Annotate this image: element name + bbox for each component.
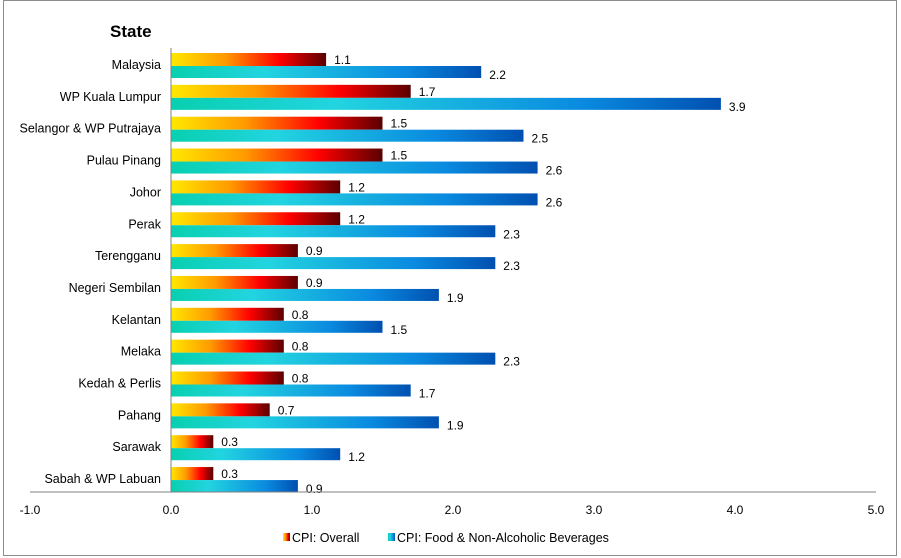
bar-cpi-food [171, 129, 524, 142]
bar-cpi-food [171, 448, 341, 461]
bar-cpi-overall [171, 435, 214, 449]
data-label-cpi-food: 0.9 [306, 482, 323, 496]
data-label-cpi-overall: 0.8 [292, 372, 309, 386]
category-label: Pulau Pinang [87, 154, 161, 168]
bar-cpi-food [171, 384, 411, 397]
data-label-cpi-overall: 0.9 [306, 244, 323, 258]
data-label-cpi-food: 1.7 [419, 387, 436, 401]
bar-cpi-food [171, 352, 496, 365]
x-tick-label: 3.0 [586, 503, 603, 517]
bar-cpi-food [171, 66, 482, 78]
bar-cpi-food [171, 480, 298, 493]
bar-cpi-overall [171, 275, 298, 289]
legend-swatch [283, 533, 290, 541]
y-axis-title: State [110, 22, 152, 41]
bar-cpi-overall [171, 339, 284, 353]
data-label-cpi-food: 2.5 [532, 132, 549, 146]
bar-cpi-overall [171, 84, 411, 98]
category-label: Selangor & WP Putrajaya [19, 122, 161, 136]
category-label: Sabah & WP Labuan [44, 472, 161, 486]
bar-cpi-food [171, 288, 439, 301]
data-label-cpi-food: 2.2 [489, 68, 506, 82]
bar-cpi-overall [171, 403, 270, 417]
category-label: Kelantan [112, 313, 161, 327]
data-label-cpi-overall: 0.3 [221, 435, 238, 449]
bar-cpi-food [171, 193, 538, 206]
x-tick-label: 4.0 [727, 503, 744, 517]
legend-swatch [388, 533, 395, 541]
bar-cpi-food [171, 257, 496, 270]
bar-cpi-food [171, 416, 439, 429]
category-label: Perak [128, 217, 161, 231]
data-label-cpi-overall: 0.7 [278, 403, 295, 417]
data-label-cpi-overall: 1.5 [391, 117, 408, 131]
legend-label: CPI: Food & Non-Alcoholic Beverages [397, 531, 609, 545]
category-label: WP Kuala Lumpur [60, 90, 161, 104]
category-label: Sarawak [112, 440, 161, 454]
data-label-cpi-overall: 1.2 [348, 180, 365, 194]
bar-cpi-overall [171, 180, 341, 194]
data-label-cpi-food: 2.6 [546, 195, 563, 209]
x-tick-label: 1.0 [304, 503, 321, 517]
x-tick-label: 5.0 [868, 503, 885, 517]
data-label-cpi-food: 1.5 [391, 323, 408, 337]
data-label-cpi-overall: 0.3 [221, 467, 238, 481]
bar-cpi-overall [171, 116, 383, 130]
data-label-cpi-overall: 0.9 [306, 276, 323, 290]
bar-cpi-overall [171, 307, 284, 321]
category-label: Negeri Sembilan [69, 281, 161, 295]
chart-frame [3, 0, 897, 556]
data-label-cpi-overall: 1.2 [348, 212, 365, 226]
bar-cpi-food [171, 320, 383, 333]
data-label-cpi-food: 1.9 [447, 291, 464, 305]
x-tick-label: -1.0 [20, 503, 41, 517]
data-label-cpi-food: 1.9 [447, 418, 464, 432]
bar-cpi-overall [171, 212, 341, 226]
bar-cpi-overall [171, 467, 214, 481]
category-label: Kedah & Perlis [78, 377, 161, 391]
bar-cpi-overall [171, 148, 383, 162]
x-tick-label: 2.0 [445, 503, 462, 517]
category-label: Malaysia [112, 58, 161, 72]
data-label-cpi-overall: 0.8 [292, 308, 309, 322]
x-tick-label: 0.0 [163, 503, 180, 517]
bar-cpi-food [171, 97, 721, 110]
data-label-cpi-overall: 1.7 [419, 85, 436, 99]
bar-cpi-food [171, 225, 496, 238]
data-label-cpi-food: 3.9 [729, 100, 746, 114]
data-label-cpi-food: 2.3 [503, 259, 520, 273]
legend-label: CPI: Overall [292, 531, 359, 545]
legend: CPI: Overall CPI: Food & Non-Alcoholic Be… [283, 531, 609, 545]
category-label: Pahang [118, 408, 161, 422]
data-label-cpi-food: 2.3 [503, 227, 520, 241]
data-label-cpi-overall: 1.5 [391, 149, 408, 163]
data-label-cpi-overall: 1.1 [334, 53, 351, 67]
bar-cpi-overall [171, 371, 284, 385]
data-label-cpi-food: 1.2 [348, 450, 365, 464]
category-label: Johor [130, 185, 161, 199]
bar-cpi-food [171, 161, 538, 174]
data-label-cpi-overall: 0.8 [292, 340, 309, 354]
bar-cpi-overall [171, 53, 327, 66]
category-label: Terengganu [95, 249, 161, 263]
bar-cpi-overall [171, 244, 298, 258]
data-label-cpi-food: 2.6 [546, 164, 563, 178]
data-label-cpi-food: 2.3 [503, 355, 520, 369]
category-label: Melaka [121, 345, 161, 359]
